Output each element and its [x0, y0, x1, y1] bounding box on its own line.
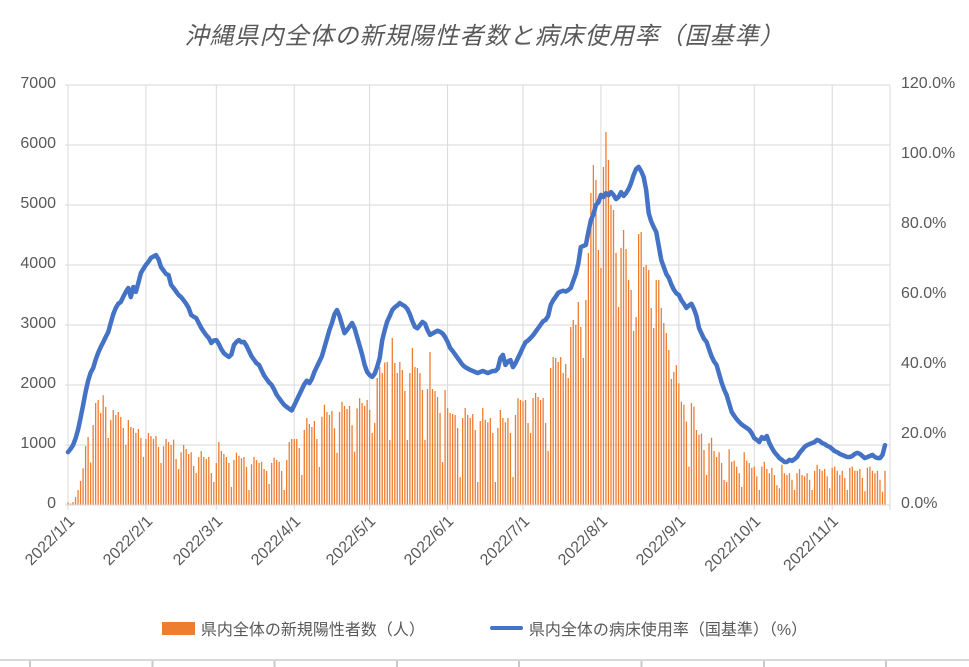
x-axis-line	[65, 504, 891, 510]
legend-label-cases: 県内全体の新規陽性者数（人）	[200, 622, 425, 639]
right-axis-tick: 120.0%	[901, 75, 956, 92]
gridlines	[65, 84, 891, 505]
cases-bars	[67, 131, 886, 505]
left-axis-tick: 3000	[20, 315, 56, 332]
chart-title: 沖縄県内全体の新規陽性者数と病床使用率（国基準）	[184, 23, 785, 50]
left-axis-tick: 0	[47, 495, 56, 512]
left-axis-tick: 5000	[20, 195, 56, 212]
legend-item-usage: 県内全体の病床使用率（国基準）（%）	[489, 616, 808, 640]
right-axis-tick: 80.0%	[901, 215, 947, 232]
bar-swatch-icon	[161, 621, 195, 635]
left-axis-tick: 6000	[20, 135, 56, 152]
legend: 県内全体の新規陽性者数（人） 県内全体の病床使用率（国基準）（%）	[0, 616, 969, 640]
right-axis-tick: 0.0%	[901, 495, 938, 512]
spreadsheet-row-divider	[0, 659, 969, 667]
right-axis-tick: 40.0%	[901, 355, 947, 372]
bed-usage-line	[65, 164, 888, 465]
left-axis-tick: 1000	[20, 435, 56, 452]
left-axis-tick: 4000	[20, 255, 56, 272]
line-swatch-icon	[489, 626, 523, 630]
legend-item-cases: 県内全体の新規陽性者数（人）	[161, 616, 425, 640]
legend-label-usage: 県内全体の病床使用率（国基準）（%）	[528, 622, 808, 639]
left-axis-tick: 2000	[20, 375, 56, 392]
right-axis-tick: 100.0%	[901, 145, 956, 162]
right-axis-tick: 60.0%	[901, 285, 947, 302]
left-axis-tick: 7000	[20, 75, 56, 92]
right-axis-tick: 20.0%	[901, 425, 947, 442]
